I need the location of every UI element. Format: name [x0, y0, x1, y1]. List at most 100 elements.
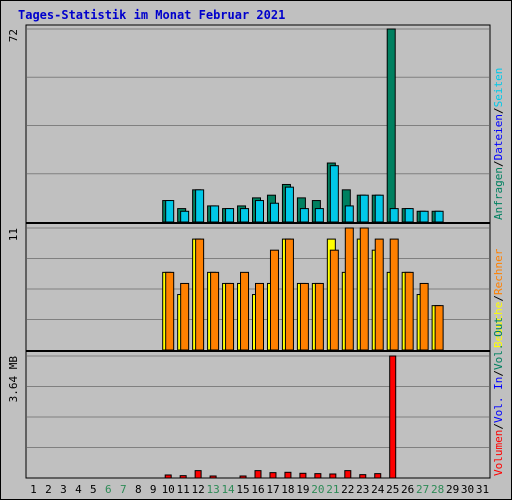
bar-volume-volumen-day-10: [164, 474, 172, 479]
x-tick-day-31: 31: [476, 483, 489, 496]
x-tick-day-21: 21: [326, 483, 339, 496]
bar-visits-rechner-day-22: [344, 227, 354, 351]
bar-visits-rechner-day-23: [359, 227, 369, 351]
bar-requests-seiten-day-22: [344, 205, 354, 223]
x-tick-day-22: 22: [341, 483, 354, 496]
bar-requests-seiten-day-19: [299, 208, 309, 223]
legend-entry: /: [492, 370, 505, 377]
bar-volume-volumen-day-21: [329, 473, 337, 479]
x-tick-day-25: 25: [386, 483, 399, 496]
x-tick-day-16: 16: [251, 483, 264, 496]
bar-visits-rechner-day-24: [374, 238, 384, 351]
chart-title: Tages-Statistik im Monat Februar 2021: [18, 8, 286, 22]
bar-volume-volumen-day-18: [284, 471, 292, 479]
x-tick-day-12: 12: [192, 483, 205, 496]
x-tick-day-5: 5: [90, 483, 97, 496]
x-tick-day-19: 19: [296, 483, 309, 496]
bar-visits-rechner-day-19: [299, 282, 309, 351]
bar-visits-rechner-day-28: [434, 305, 444, 351]
bar-requests-seiten-day-21: [329, 165, 339, 223]
bar-visits-rechner-day-18: [284, 238, 294, 351]
bar-requests-seiten-day-13: [210, 205, 220, 223]
legend-entry: /: [492, 160, 505, 167]
x-tick-day-2: 2: [45, 483, 52, 496]
x-tick-day-29: 29: [446, 483, 459, 496]
legend-entry: Besuche: [492, 302, 505, 348]
bar-volume-volumen-day-12: [194, 470, 202, 479]
bar-volume-volumen-day-23: [359, 474, 367, 479]
bar-visits-rechner-day-26: [404, 271, 414, 351]
bar-requests-seiten-day-26: [404, 208, 414, 223]
bar-volume-volumen-day-11: [179, 475, 187, 479]
plot-area-frame: [25, 24, 491, 479]
x-tick-day-11: 11: [177, 483, 190, 496]
bar-volume-volumen-day-24: [374, 473, 382, 479]
legend-entry: Volumen: [492, 430, 505, 476]
legend-entry: Dateien: [492, 114, 505, 160]
bar-requests-seiten-day-15: [240, 208, 250, 223]
x-tick-day-7: 7: [120, 483, 127, 496]
bar-requests-seiten-day-16: [255, 200, 264, 223]
bar-visits-rechner-day-21: [329, 249, 339, 351]
bar-volume-volumen-day-16: [254, 470, 262, 479]
legend-entry: Vol. Out: [492, 317, 505, 370]
bar-requests-seiten-day-11: [180, 210, 190, 223]
x-tick-day-30: 30: [461, 483, 474, 496]
x-tick-day-8: 8: [135, 483, 142, 496]
bar-requests-anfragen-day-25: [386, 28, 396, 223]
x-tick-day-18: 18: [281, 483, 294, 496]
x-tick-day-17: 17: [266, 483, 279, 496]
x-tick-day-23: 23: [356, 483, 369, 496]
y-max-label-requests: 72: [7, 29, 20, 42]
bar-visits-rechner-day-20: [314, 282, 324, 351]
bar-volume-volumen-day-13: [209, 475, 217, 479]
x-tick-day-10: 10: [162, 483, 175, 496]
x-tick-day-15: 15: [236, 483, 249, 496]
bar-requests-seiten-day-27: [419, 210, 429, 223]
legend-entry: Seiten: [492, 68, 505, 108]
legend-entry: Vol. In: [492, 377, 505, 423]
x-tick-day-9: 9: [150, 483, 157, 496]
x-tick-day-4: 4: [75, 483, 82, 496]
bar-visits-rechner-day-17: [269, 249, 279, 351]
bar-volume-volumen-day-15: [239, 475, 247, 479]
legend-entry: Rechner: [492, 248, 505, 295]
legend-entry: /: [492, 107, 505, 114]
x-tick-day-6: 6: [105, 483, 112, 496]
bar-visits-rechner-day-27: [419, 282, 429, 351]
bar-volume-volumen-day-19: [299, 472, 307, 479]
legend-visits: Besuche/Rechner: [492, 248, 505, 348]
legend-volume: Volumen/Vol. In/Vol. Out: [492, 317, 505, 476]
bar-volume-volumen-day-20: [314, 473, 322, 479]
bar-requests-seiten-day-12: [195, 189, 205, 223]
bar-visits-rechner-day-12: [195, 238, 205, 351]
bar-requests-seiten-day-10: [165, 200, 175, 223]
y-max-label-visits: 11: [7, 228, 20, 241]
legend-entry: /: [492, 423, 505, 430]
x-tick-day-14: 14: [221, 483, 235, 496]
bar-requests-seiten-day-20: [314, 208, 324, 223]
bar-visits-rechner-day-11: [180, 282, 190, 351]
bar-visits-rechner-day-16: [255, 282, 264, 351]
bar-visits-rechner-day-14: [225, 282, 235, 351]
x-tick-day-13: 13: [206, 483, 219, 496]
bar-requests-seiten-day-28: [434, 210, 444, 223]
x-tick-day-24: 24: [371, 483, 385, 496]
y-max-label-volume: 3.64 MB: [7, 356, 20, 403]
bar-requests-seiten-day-25: [389, 208, 399, 223]
bar-requests-seiten-day-23: [359, 194, 369, 223]
bar-volume-volumen-day-22: [344, 470, 352, 479]
x-tick-day-20: 20: [311, 483, 324, 496]
x-tick-day-27: 27: [416, 483, 429, 496]
bar-requests-seiten-day-14: [225, 208, 235, 223]
x-tick-day-3: 3: [60, 483, 67, 496]
bar-requests-seiten-day-17: [269, 202, 279, 223]
x-tick-day-1: 1: [30, 483, 37, 496]
bar-visits-rechner-day-10: [165, 271, 175, 351]
legend-entry: Anfragen: [492, 167, 505, 220]
bar-requests-seiten-day-18: [284, 186, 294, 223]
legend-entry: /: [492, 295, 505, 302]
